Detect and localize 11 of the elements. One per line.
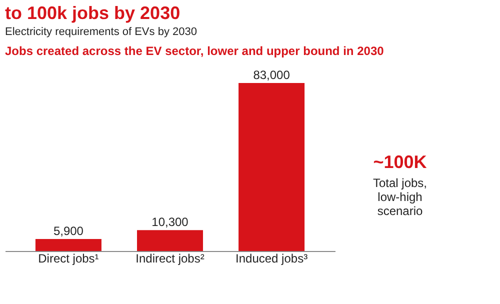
data-label: 83,000 bbox=[253, 68, 290, 82]
x-tick-label: Indirect jobs² bbox=[136, 252, 204, 266]
x-tick-label: Induced jobs³ bbox=[236, 252, 308, 266]
data-label: 5,900 bbox=[53, 224, 84, 238]
x-tick-label: Direct jobs¹ bbox=[38, 252, 99, 266]
chart-title: to 100k jobs by 2030 bbox=[5, 3, 180, 23]
chart-subtitle: Electricity requirements of EVs by 2030 bbox=[5, 26, 197, 38]
text: Total jobs, low-high scenario bbox=[372, 176, 428, 218]
data-label: 10,300 bbox=[152, 215, 189, 230]
text: ~100K bbox=[373, 152, 427, 172]
text: Jobs created across the EV sector, lower and upper bound in 2030 bbox=[5, 44, 384, 58]
